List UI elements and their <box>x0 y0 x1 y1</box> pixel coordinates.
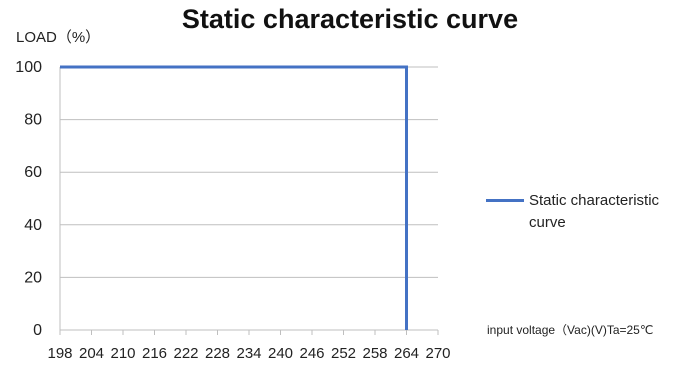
x-tick-label-240: 240 <box>268 345 293 362</box>
x-tick-label-228: 228 <box>205 345 230 362</box>
x-tick-label-222: 222 <box>173 345 198 362</box>
y-tick-label-40: 40 <box>24 217 42 234</box>
x-tick-label-270: 270 <box>425 345 450 362</box>
x-tick-label-216: 216 <box>142 345 167 362</box>
legend-label: Static characteristic curve <box>529 192 660 231</box>
x-tick-label-246: 246 <box>299 345 324 362</box>
x-tick-label-198: 198 <box>47 345 72 362</box>
series-line-0 <box>60 65 408 330</box>
y-tick-label-100: 100 <box>15 59 42 76</box>
y-tick-label-0: 0 <box>33 322 42 339</box>
y-tick-label-80: 80 <box>24 112 42 129</box>
x-tick-label-252: 252 <box>331 345 356 362</box>
y-tick-label-60: 60 <box>24 164 42 181</box>
y-tick-label-20: 20 <box>24 269 42 286</box>
x-tick-label-234: 234 <box>236 345 261 362</box>
x-tick-label-264: 264 <box>394 345 419 362</box>
x-tick-label-210: 210 <box>110 345 135 362</box>
x-axis-label: input voltage（Vac)(V)Ta=25℃ <box>487 323 654 337</box>
x-tick-label-204: 204 <box>79 345 104 362</box>
chart-title: Static characteristic curve <box>181 4 519 34</box>
legend-swatch <box>486 199 524 202</box>
y-axis-label: LOAD（%） <box>16 29 101 46</box>
x-tick-label-258: 258 <box>362 345 387 362</box>
